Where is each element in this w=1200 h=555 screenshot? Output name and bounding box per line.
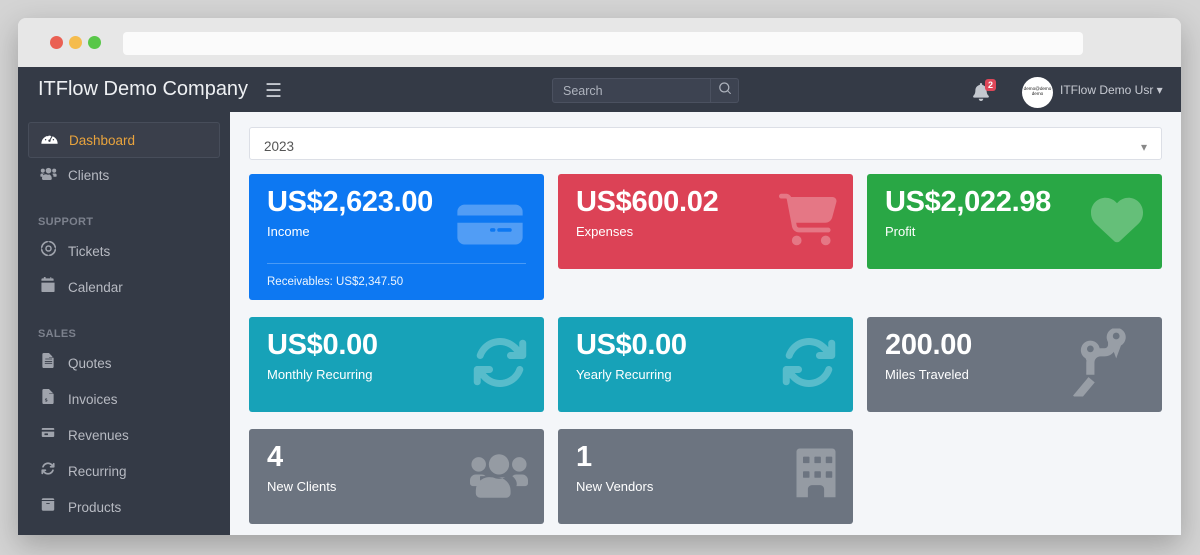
svg-text:$: $ <box>45 398 48 404</box>
